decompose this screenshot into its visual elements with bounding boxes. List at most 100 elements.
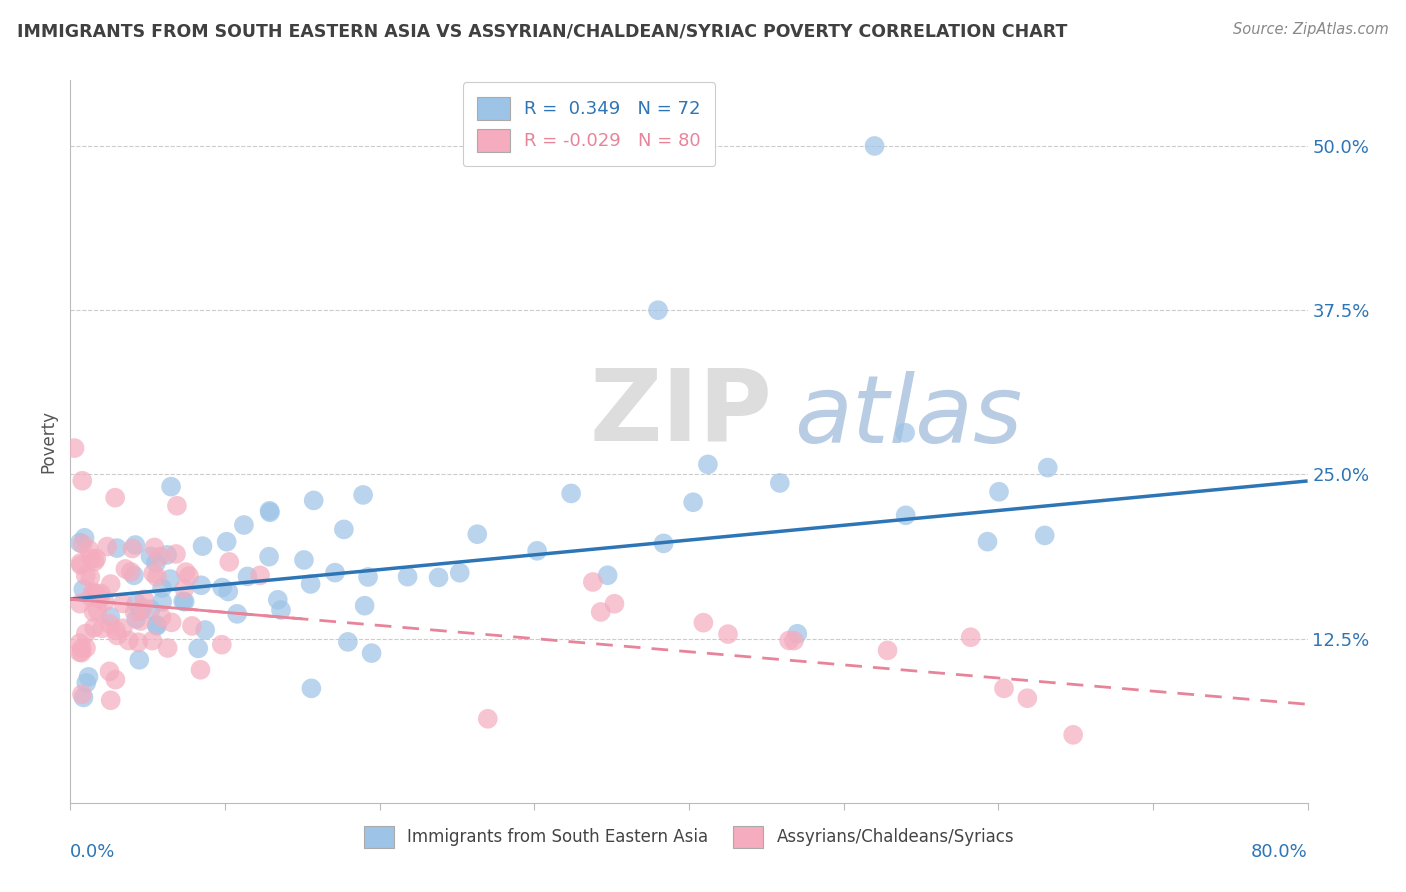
Point (100, 609, 122, 624)
Point (129, 604, 152, 618)
Point (86, 603, 108, 617)
Point (477, 712, 499, 726)
Y-axis label: Poverty: Poverty (39, 410, 58, 473)
Point (149, 549, 172, 564)
Point (139, 549, 162, 564)
Point (876, 643, 898, 657)
Point (173, 594, 195, 608)
Point (156, 640, 179, 655)
Point (70, 687, 93, 701)
Point (70, 646, 93, 660)
Point (173, 582, 195, 596)
Point (120, 565, 142, 579)
Point (72, 690, 94, 705)
Point (127, 635, 149, 649)
Point (174, 565, 197, 579)
Point (292, 553, 315, 567)
Point (257, 549, 280, 564)
Text: atlas: atlas (794, 371, 1022, 462)
Point (117, 633, 139, 648)
Point (104, 624, 127, 638)
Text: 80.0%: 80.0% (1251, 843, 1308, 861)
Point (682, 495, 704, 509)
Point (125, 612, 148, 626)
Point (1036, 460, 1059, 475)
Point (783, 633, 806, 648)
Point (145, 617, 167, 632)
Point (863, 139, 886, 153)
Point (80, 590, 103, 604)
Point (82, 585, 104, 599)
Point (177, 569, 200, 583)
Point (159, 572, 181, 586)
Point (79, 570, 101, 584)
Point (89, 592, 111, 607)
Point (105, 541, 128, 555)
Point (150, 610, 173, 624)
Point (141, 633, 163, 648)
Point (1033, 528, 1056, 542)
Point (589, 605, 612, 619)
Point (333, 522, 356, 536)
Point (692, 615, 714, 630)
Legend: Immigrants from South Eastern Asia, Assyrians/Chaldeans/Syriacs: Immigrants from South Eastern Asia, Assy… (356, 818, 1022, 856)
Point (449, 566, 471, 580)
Point (1062, 728, 1084, 742)
Point (104, 673, 127, 687)
Point (218, 555, 240, 569)
Point (69, 597, 91, 611)
Point (77, 542, 100, 557)
Point (959, 630, 981, 644)
Point (894, 425, 917, 440)
Point (249, 568, 271, 582)
Point (181, 619, 204, 633)
Point (226, 607, 249, 621)
Point (75, 568, 97, 582)
Point (75, 676, 97, 690)
Point (156, 548, 179, 562)
Point (526, 543, 548, 558)
Point (1017, 691, 1039, 706)
Point (150, 581, 173, 595)
Point (187, 641, 209, 656)
Point (112, 597, 135, 611)
Point (172, 594, 194, 608)
Point (696, 458, 718, 472)
Point (111, 621, 134, 635)
Point (190, 578, 212, 592)
Point (125, 596, 148, 610)
Text: IMMIGRANTS FROM SOUTH EASTERN ASIA VS ASSYRIAN/CHALDEAN/SYRIAC POVERTY CORRELATI: IMMIGRANTS FROM SOUTH EASTERN ASIA VS AS… (17, 22, 1067, 40)
Point (114, 562, 136, 576)
Point (259, 505, 281, 519)
Point (104, 491, 127, 505)
Point (124, 605, 146, 619)
Point (302, 493, 325, 508)
Point (360, 646, 382, 660)
Point (647, 303, 669, 318)
Point (427, 570, 450, 584)
Point (121, 541, 143, 556)
Point (215, 534, 238, 549)
Text: 0.0%: 0.0% (70, 843, 115, 861)
Point (988, 484, 1011, 499)
Point (69, 558, 91, 573)
Point (132, 601, 155, 615)
Point (166, 499, 188, 513)
Point (191, 539, 214, 553)
Point (142, 566, 165, 581)
Point (100, 577, 122, 591)
Point (84, 551, 107, 566)
Point (652, 536, 675, 550)
Point (146, 619, 169, 633)
Point (232, 518, 254, 533)
Point (582, 574, 605, 589)
Point (603, 597, 626, 611)
Point (560, 486, 582, 500)
Point (139, 602, 162, 616)
Point (70, 641, 93, 656)
Point (465, 527, 488, 541)
Point (160, 480, 183, 494)
Point (769, 475, 792, 490)
Text: Source: ZipAtlas.com: Source: ZipAtlas.com (1233, 22, 1389, 37)
Point (122, 568, 145, 582)
